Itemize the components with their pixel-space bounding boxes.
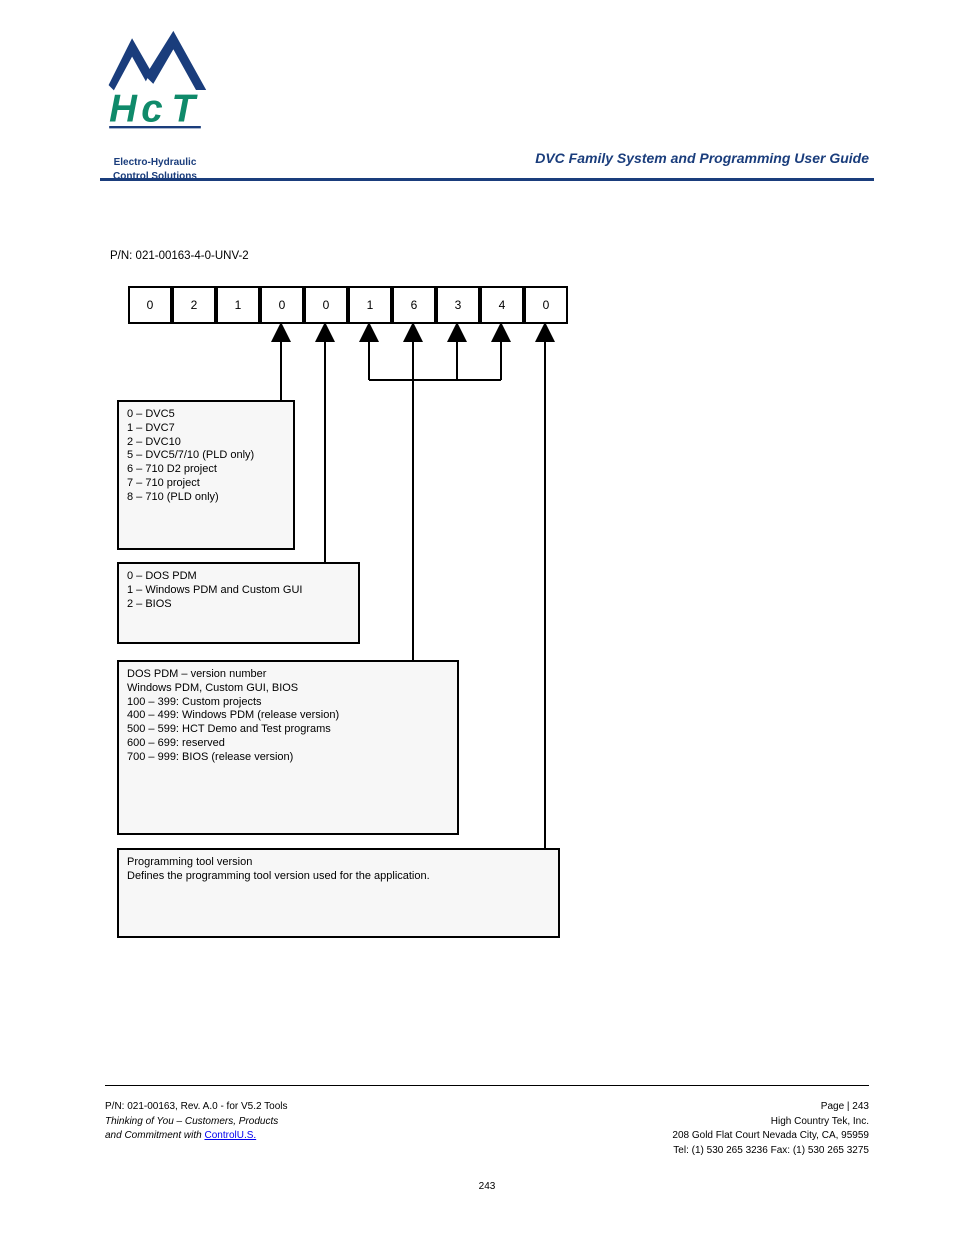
code-cell-2: 1 [216, 286, 260, 324]
footer: P/N: 021-00163, Rev. A.0 - for V5.2 Tool… [105, 1100, 869, 1195]
box2-l1: 0 – DOS PDM [127, 570, 350, 584]
box1-l1: 0 – DVC5 [127, 408, 285, 422]
footer-right-1: Page | 243 [821, 1100, 869, 1115]
box1-l5: 6 – 710 D2 project [127, 463, 285, 477]
code-cell-6: 6 [392, 286, 436, 324]
box3-l6: 500 – 599: HCT Demo and Test programs [127, 723, 449, 737]
box4-l1: Programming tool version [127, 856, 550, 870]
module-type-box: 0 – DVC5 1 – DVC7 2 – DVC10 5 – DVC5/7/1… [117, 400, 295, 550]
box1-l4: 5 – DVC5/7/10 (PLD only) [127, 449, 285, 463]
header-rule [100, 178, 874, 181]
footer-right-4: Tel: (1) 530 265 3236 Fax: (1) 530 265 3… [673, 1144, 869, 1159]
page: H c T Electro-Hydraulic Control Solution… [0, 0, 954, 1235]
box1-l3: 2 – DVC10 [127, 436, 285, 450]
footer-link[interactable]: ControlU.S. [204, 1130, 256, 1141]
platform-box: 0 – DOS PDM 1 – Windows PDM and Custom G… [117, 562, 360, 644]
footer-right-2: High Country Tek, Inc. [771, 1115, 869, 1130]
pn-example-label: P/N: 021-00163-4-0-UNV-2 [110, 250, 249, 262]
box3-l8: 700 – 999: BIOS (release version) [127, 751, 449, 765]
box2-l2: 1 – Windows PDM and Custom GUI [127, 584, 350, 598]
svg-text:H: H [109, 88, 138, 131]
page-number: 243 [105, 1180, 869, 1195]
logo: H c T Electro-Hydraulic Control Solution… [100, 20, 210, 180]
box1-l7: 8 – 710 (PLD only) [127, 491, 285, 505]
svg-text:c: c [141, 88, 162, 131]
box3-l7: 600 – 699: reserved [127, 737, 449, 751]
code-cells: 0 2 1 0 0 1 6 3 4 0 [128, 286, 568, 324]
footer-rule [105, 1085, 869, 1086]
code-cell-5: 1 [348, 286, 392, 324]
box1-l6: 7 – 710 project [127, 477, 285, 491]
logo-tagline-1: Electro-Hydraulic [100, 157, 210, 169]
version-range-box: DOS PDM – version number Windows PDM, Cu… [117, 660, 459, 835]
box3-l1: DOS PDM – version number [127, 668, 449, 682]
footer-left-2: Thinking of You – Customers, Products [105, 1116, 278, 1127]
hct-logo-icon: H c T [100, 20, 210, 150]
code-cell-8: 4 [480, 286, 524, 324]
footer-right-3: 208 Gold Flat Court Nevada City, CA, 959… [672, 1129, 869, 1144]
box4-l3: Defines the programming tool version use… [127, 870, 550, 884]
tool-version-box: Programming tool version Defines the pro… [117, 848, 560, 938]
svg-text:T: T [172, 88, 199, 131]
footer-left-3a: and Commitment with [105, 1130, 204, 1141]
box3-l4: 100 – 399: Custom projects [127, 696, 449, 710]
code-cell-7: 3 [436, 286, 480, 324]
box3-l3: Windows PDM, Custom GUI, BIOS [127, 682, 449, 696]
code-cell-0: 0 [128, 286, 172, 324]
code-cell-3: 0 [260, 286, 304, 324]
box3-l5: 400 – 499: Windows PDM (release version) [127, 709, 449, 723]
code-cell-1: 2 [172, 286, 216, 324]
header-title: DVC Family System and Programming User G… [535, 150, 869, 166]
footer-left-1: P/N: 021-00163, Rev. A.0 - for V5.2 Tool… [105, 1100, 288, 1115]
box2-l3: 2 – BIOS [127, 598, 350, 612]
code-cell-9: 0 [524, 286, 568, 324]
box1-l2: 1 – DVC7 [127, 422, 285, 436]
code-cell-4: 0 [304, 286, 348, 324]
